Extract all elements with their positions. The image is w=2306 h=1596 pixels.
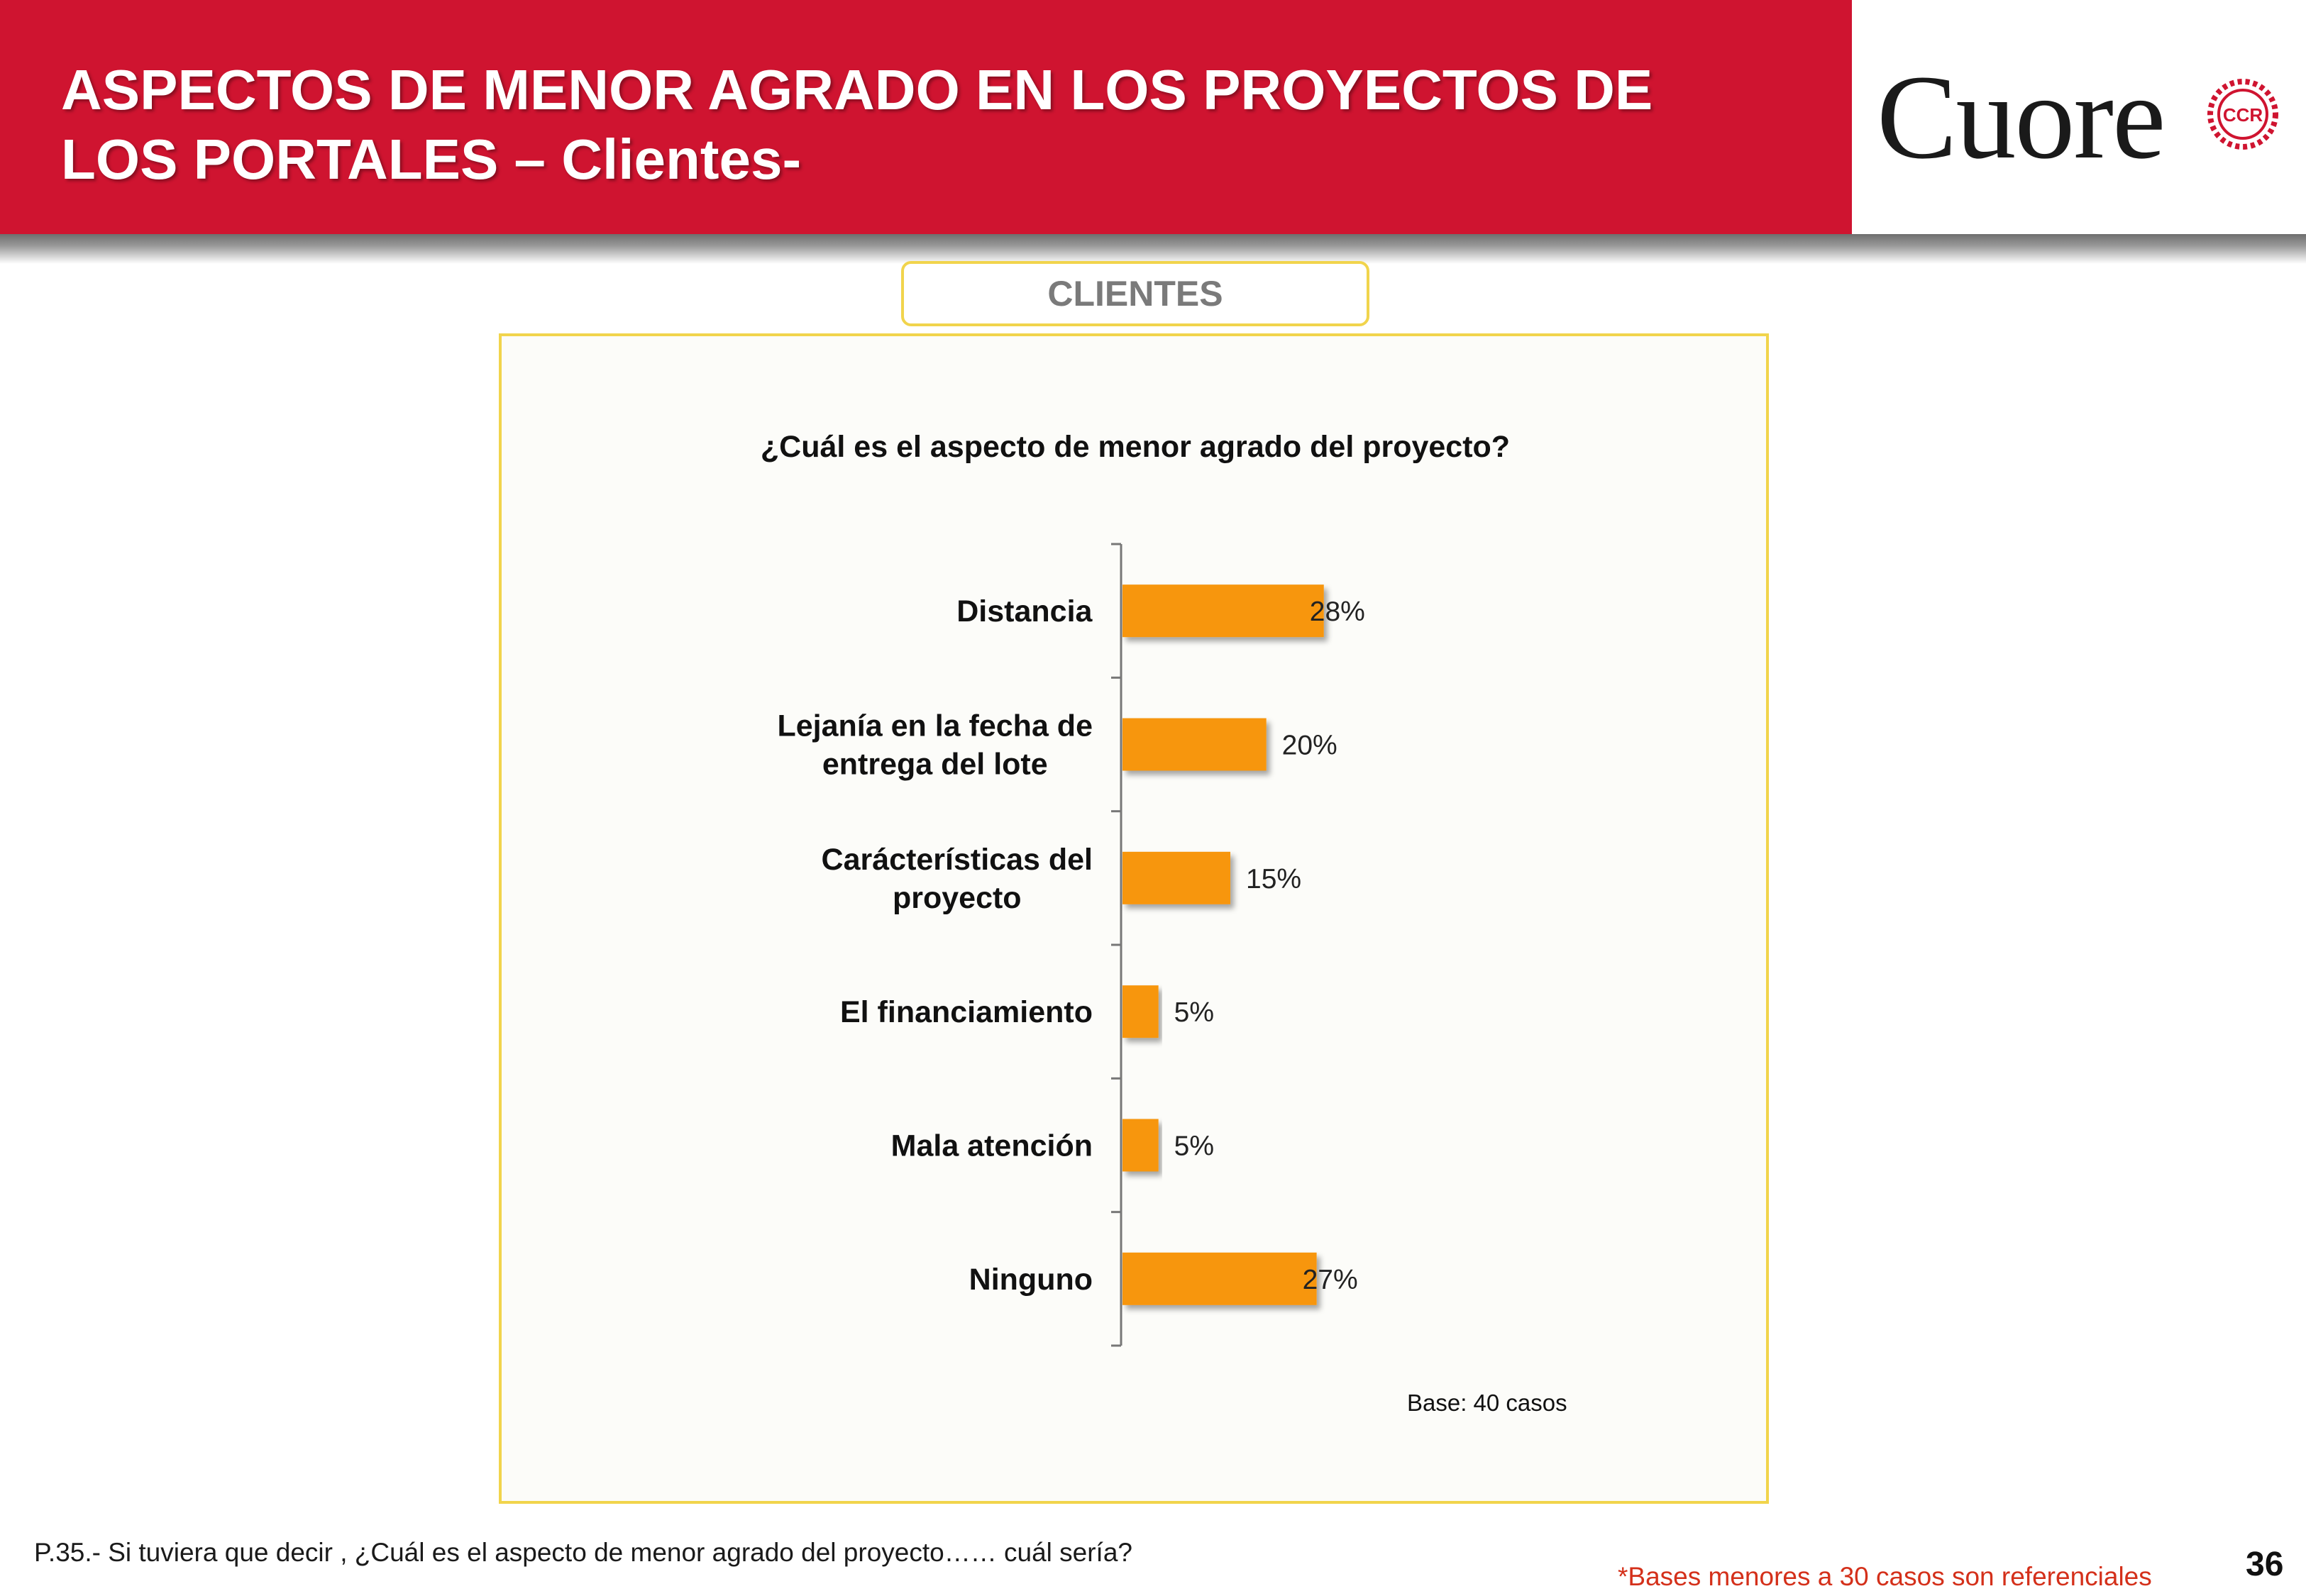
page-title-line-2: LOS PORTALES – Clientes- [61,128,802,191]
bar [1122,851,1231,904]
bar-value-label: 20% [1282,731,1337,761]
category-label: Distancia [956,594,1093,628]
bar-chart: ¿Cuál es el aspecto de menor agrado del … [761,430,1567,1416]
category-label: El financiamiento [840,995,1093,1029]
logo-seal-icon: CCR [2207,79,2278,150]
bar [1122,1119,1159,1172]
header-shadow [0,234,2306,264]
question-footnote: P.35.- Si tuviera que decir , ¿Cuál es e… [34,1538,1132,1567]
logo: Cuore [1877,50,2166,184]
category-label: Lejanía en la fecha de entrega del lote [777,709,1093,782]
page-title: ASPECTOS DE MENOR AGRADO EN LOS PROYECTO… [61,55,1821,194]
bar-value-label: 5% [1174,997,1214,1028]
svg-text:CCR: CCR [2223,104,2263,126]
page-title-line-1: ASPECTOS DE MENOR AGRADO EN LOS PROYECTO… [61,58,1653,121]
bar [1122,985,1159,1038]
category-label: Ninguno [969,1263,1093,1297]
chart-title: ¿Cuál es el aspecto de menor agrado del … [761,430,1510,464]
header-bar [0,0,1852,234]
bar-value-label: 27% [1303,1265,1358,1295]
bar-value-label: 28% [1310,597,1365,627]
bar [1122,1252,1317,1305]
page-number: 36 [2246,1546,2284,1583]
category-label: Carácterísticas del proyecto [822,843,1093,915]
base-annotation: Base: 40 casos [1407,1390,1567,1416]
bar-value-label: 5% [1174,1131,1214,1162]
bar [1122,718,1267,771]
chart-panel: ¿Cuál es el aspecto de menor agrado del … [499,333,1769,1504]
category-label: Mala atención [891,1129,1093,1163]
logo-area [1852,0,2306,234]
bar-value-label: 15% [1246,864,1301,894]
bases-note: *Bases menores a 30 casos son referencia… [1618,1562,2152,1591]
segment-label: CLIENTES [901,261,1369,326]
bar [1122,584,1324,638]
